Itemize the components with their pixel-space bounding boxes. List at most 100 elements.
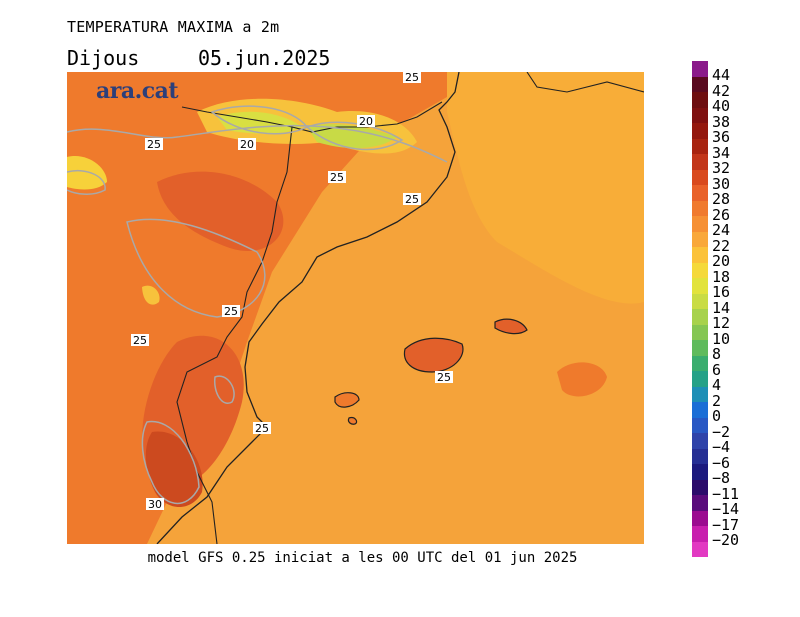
colorbar-tick-label: 22 — [712, 236, 731, 255]
mountain-coldest — [307, 124, 397, 149]
isoline-20 — [67, 170, 106, 195]
cool-patch — [67, 156, 107, 190]
colorbar-cell — [692, 371, 708, 387]
colorbar-cell — [692, 92, 708, 108]
contour-labels: 25 20 20 25 25 25 25 25 25 30 25 — [131, 72, 453, 511]
colorbar-tick-label: 18 — [712, 267, 731, 286]
colorbar-tick-label: 12 — [712, 314, 731, 332]
colorbar-tick-label: −14 — [712, 500, 740, 518]
colorbar-tick-label: 8 — [712, 345, 722, 363]
svg-text:25: 25 — [147, 138, 161, 151]
svg-text:25: 25 — [224, 305, 238, 318]
forecast-date: 05.jun.2025 — [198, 46, 331, 70]
coastline — [156, 72, 460, 544]
colorbar-cell — [692, 262, 708, 278]
contour-label: 25 — [403, 193, 421, 206]
colorbar-tick-label: −4 — [712, 438, 731, 456]
border-pyrenees — [181, 101, 443, 133]
colorbar-ticks: 44 42 40 38 36 34 32 30 28 26 24 22 20 18 16 14 12 10 8 6 4 2… — [712, 61, 740, 547]
contour-label: 20 — [357, 115, 375, 128]
colorbar-cell — [692, 433, 708, 449]
colorbar-cell — [692, 185, 708, 201]
colorbar-tick-label: 32 — [712, 159, 731, 177]
contour-label: 25 — [131, 334, 149, 347]
island-formentera — [347, 417, 358, 425]
cool-sea — [447, 72, 644, 304]
svg-text:20: 20 — [359, 115, 373, 128]
colorbar-tick-label: 38 — [712, 112, 731, 131]
colorbar-tick-label: 0 — [712, 407, 722, 425]
cool-patch — [142, 285, 160, 305]
colorbar-cell — [692, 293, 708, 309]
colorbar-cell — [692, 495, 708, 511]
contour-label: 25 — [435, 371, 453, 384]
colorbar-cell — [692, 138, 708, 154]
svg-text:25: 25 — [255, 422, 269, 435]
colorbar-tick-label: 26 — [712, 205, 731, 224]
map-canvas: 25 20 20 25 25 25 25 25 25 30 25 — [67, 72, 644, 544]
map-title: TEMPERATURA MAXIMA a 2m — [67, 18, 280, 36]
colorbar-tick-label: 4 — [712, 376, 722, 394]
colorbar-cell — [692, 464, 708, 480]
colorbar-cell — [692, 154, 708, 170]
colorbar-cell — [692, 355, 708, 371]
contour-label: 30 — [146, 498, 164, 511]
svg-text:20: 20 — [240, 138, 254, 151]
colorbar-cell — [692, 169, 708, 185]
svg-text:25: 25 — [405, 72, 419, 84]
colorbar-tick-label: 10 — [712, 329, 731, 348]
colorbar-cell — [692, 526, 708, 542]
forecast-day: Dijous — [67, 46, 140, 70]
colorbar-tick-label: 30 — [712, 174, 731, 193]
isoline-25 — [126, 218, 266, 318]
colorbar-tick-label: −17 — [712, 515, 740, 534]
colorbar-tick-label: 34 — [712, 143, 731, 162]
colorbar-tick-label: −11 — [712, 484, 740, 503]
colorbar-tick-label: −2 — [712, 422, 731, 441]
svg-text:30: 30 — [148, 498, 162, 511]
colorbar-tick-label: −6 — [712, 453, 731, 472]
colorbar-cell — [692, 200, 708, 216]
colorbar-cell — [692, 340, 708, 356]
colorbar-tick-label: −20 — [712, 531, 740, 549]
colorbar-cell — [692, 247, 708, 263]
warm-sea-patch — [557, 362, 607, 397]
border-france — [526, 72, 644, 93]
colorbar-cell — [692, 61, 708, 77]
colorbar-tick-label: −8 — [712, 469, 731, 487]
isoline-30 — [141, 420, 200, 505]
svg-text:25: 25 — [405, 193, 419, 206]
colorbar-cell — [692, 216, 708, 232]
colorbar-tick-label: 24 — [712, 221, 731, 239]
isoline-25 — [67, 124, 448, 163]
svg-text:25: 25 — [133, 334, 147, 347]
colorbar-tick-label: 28 — [712, 190, 731, 208]
contour-label: 25 — [328, 171, 346, 184]
colorbar-cell — [692, 309, 708, 325]
contour-label: 25 — [403, 72, 421, 84]
contour-label: 25 — [222, 305, 240, 318]
colorbar — [692, 61, 708, 557]
colorbar-cell — [692, 76, 708, 92]
colorbar-tick-label: 36 — [712, 128, 731, 146]
hot-zone — [157, 171, 284, 251]
colorbar-tick-label: 20 — [712, 252, 731, 270]
colorbar-cell — [692, 123, 708, 139]
colorbar-tick-label: 44 — [712, 66, 731, 84]
colorbar-cell — [692, 324, 708, 340]
colorbar-tick-label: 16 — [712, 283, 731, 301]
colorbar-cell — [692, 510, 708, 526]
contour-label: 20 — [238, 138, 256, 151]
temperature-map: 25 20 20 25 25 25 25 25 25 30 25 — [67, 72, 644, 544]
colorbar-cell — [692, 107, 708, 123]
colorbar-tick-label: 2 — [712, 391, 722, 410]
island-ibiza — [334, 392, 360, 408]
colorbar-cell — [692, 417, 708, 433]
island-menorca — [494, 318, 528, 335]
isoline-30 — [213, 375, 235, 405]
colorbar-cell — [692, 402, 708, 418]
logo[interactable]: ara.cat — [96, 78, 179, 104]
colorbar-cell — [692, 448, 708, 464]
colorbar-cell — [692, 231, 708, 247]
isoline-20 — [305, 121, 404, 151]
